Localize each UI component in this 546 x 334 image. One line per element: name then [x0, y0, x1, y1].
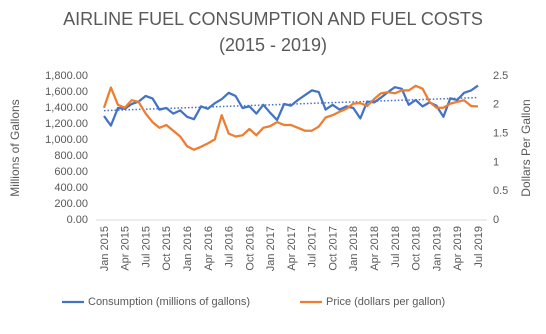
y-tick-label: 1,800.00	[45, 70, 88, 82]
x-tick-label: Apr 2016	[203, 226, 215, 271]
x-tick-label: Jul 2017	[307, 226, 319, 268]
x-tick-label: Jan 2016	[182, 226, 194, 271]
y-tick-label: 1,200.00	[45, 118, 88, 130]
data-line	[103, 84, 479, 127]
chart-subtitle: (2015 - 2019)	[219, 35, 327, 55]
x-tick-label: Jul 2018	[390, 226, 402, 268]
y-tick-label: 1,600.00	[45, 86, 88, 98]
x-tick-label: Apr 2018	[369, 226, 381, 271]
y2-tick-label: 0.5	[493, 185, 508, 197]
x-tick-label: Jan 2017	[265, 226, 277, 271]
x-tick-label: Apr 2019	[452, 226, 464, 271]
y-tick-label: 600.00	[54, 166, 88, 178]
x-tick-label: Oct 2015	[161, 226, 173, 271]
y-tick-label: 1,400.00	[45, 102, 88, 114]
y-tick-label: 1,000.00	[45, 134, 88, 146]
y2-tick-label: 0	[493, 214, 499, 226]
y2-axis-title: Dollars Per Gallon	[519, 99, 533, 196]
x-tick-label: Jul 2019	[473, 226, 485, 268]
legend-label: Price (dollars per gallon)	[326, 296, 445, 308]
y2-tick-label: 1.5	[493, 128, 508, 140]
y2-tick-label: 1	[493, 156, 499, 168]
x-tick-label: Jul 2015	[140, 226, 152, 268]
y2-tick-label: 2.5	[493, 70, 508, 82]
x-tick-label: Jan 2015	[99, 226, 111, 271]
x-tick-label: Jul 2016	[224, 226, 236, 268]
x-tick-label: Oct 2016	[244, 226, 256, 271]
y-axis-title: Millions of Gallons	[8, 99, 22, 196]
y-tick-label: 400.00	[54, 182, 88, 194]
y2-tick-label: 2	[493, 99, 499, 111]
x-tick-label: Apr 2017	[286, 226, 298, 271]
y-tick-label: 0.00	[67, 214, 88, 226]
y-tick-label: 800.00	[54, 150, 88, 162]
legend-label: Consumption (millions of gallons)	[88, 296, 250, 308]
x-tick-label: Jan 2019	[431, 226, 443, 271]
x-tick-label: Jan 2018	[348, 226, 360, 271]
x-tick-label: Oct 2018	[411, 226, 423, 271]
data-line	[102, 84, 479, 151]
x-tick-label: Apr 2015	[120, 226, 132, 271]
y-tick-label: 200.00	[54, 198, 88, 210]
chart-title: AIRLINE FUEL CONSUMPTION AND FUEL COSTS	[63, 9, 483, 29]
x-tick-label: Oct 2017	[327, 226, 339, 271]
